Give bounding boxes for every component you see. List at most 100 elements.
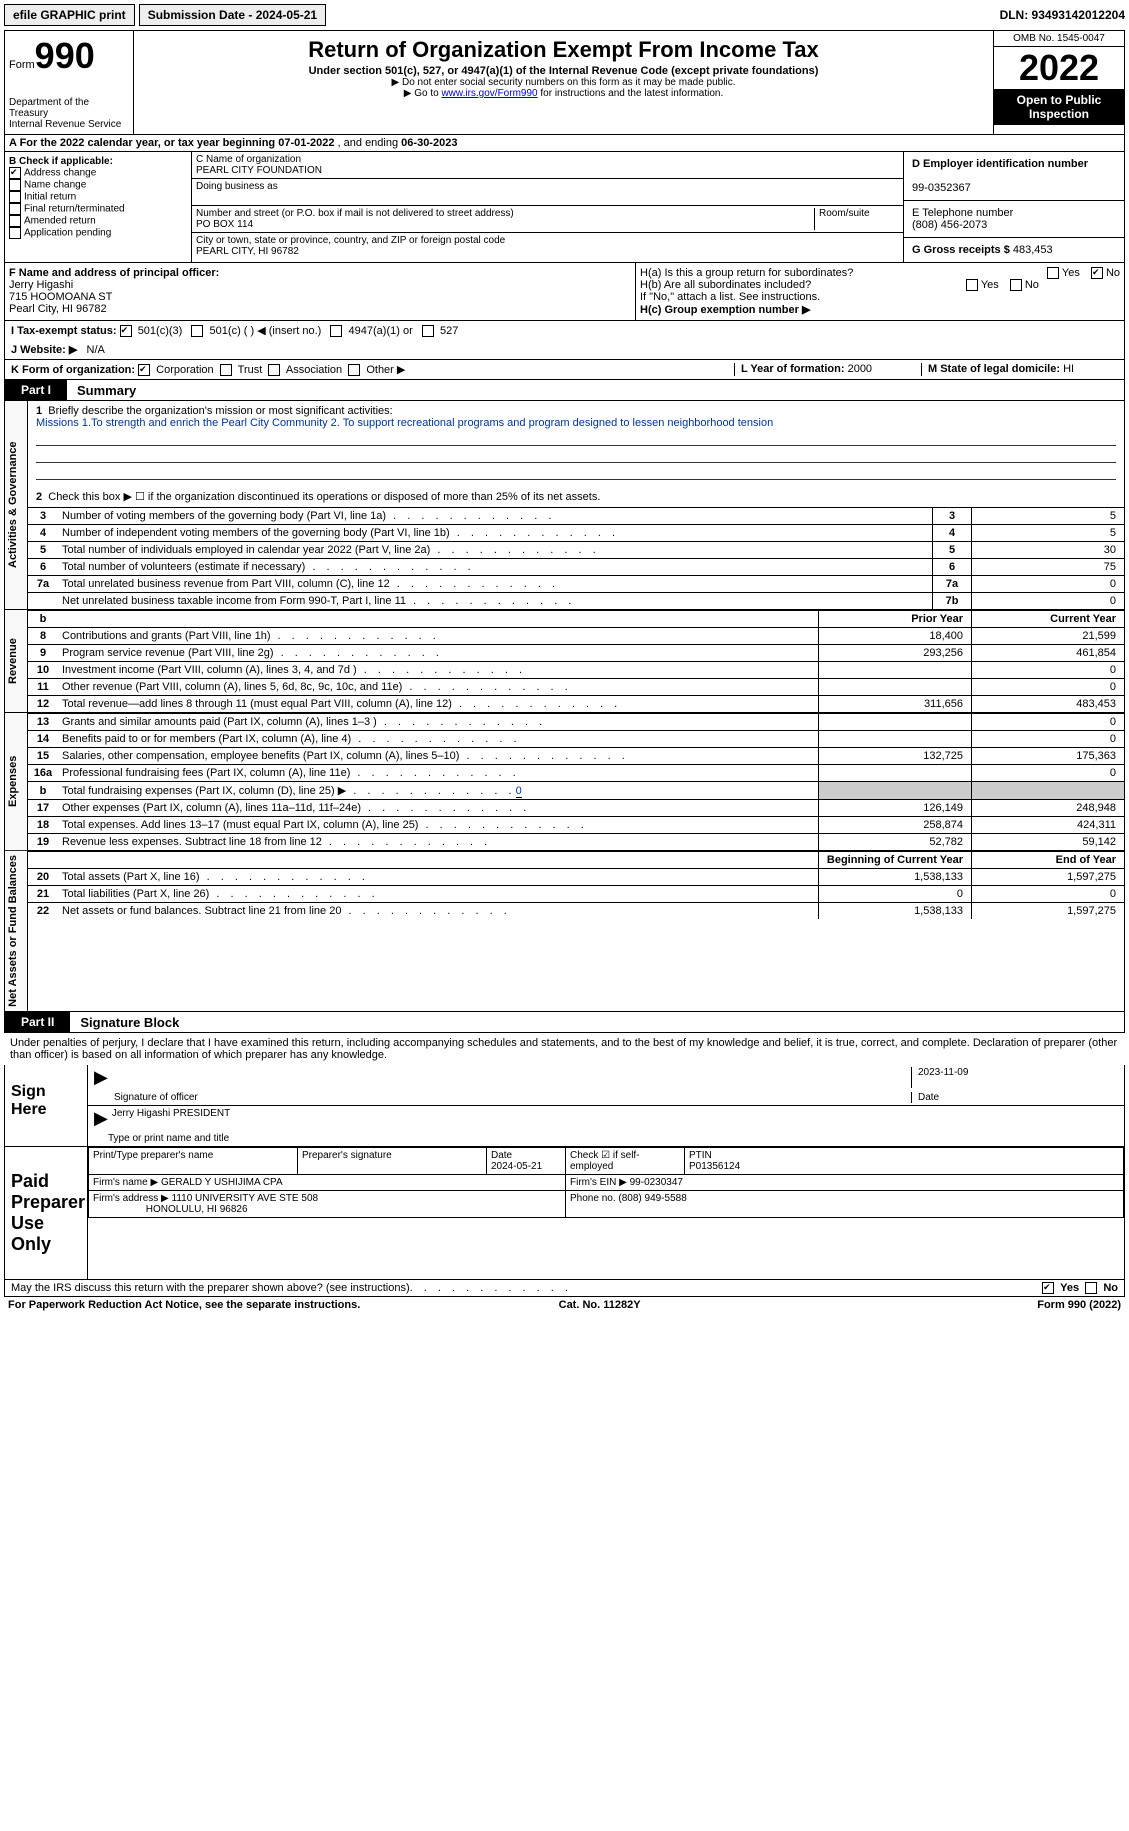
- phone: (808) 456-2073: [912, 219, 987, 231]
- checkbox-final-return[interactable]: [9, 203, 21, 215]
- form-label: Form: [9, 59, 35, 71]
- org-city: PEARL CITY, HI 96782: [196, 246, 299, 257]
- firm-addr1: 1110 UNIVERSITY AVE STE 508: [172, 1193, 319, 1204]
- header-note2: Go to www.irs.gov/Form990 for instructio…: [142, 88, 985, 99]
- discuss-row: May the IRS discuss this return with the…: [4, 1280, 1125, 1297]
- checkbox-pending[interactable]: [9, 227, 21, 239]
- form-header: Form990 Department of the Treasury Inter…: [4, 30, 1125, 135]
- sig-date: 2023-11-09: [911, 1067, 1118, 1088]
- table-row: 5Total number of individuals employed in…: [28, 542, 1124, 559]
- corp-check[interactable]: [138, 364, 150, 376]
- table-row: 7aTotal unrelated business revenue from …: [28, 576, 1124, 593]
- form-number: 990: [35, 35, 95, 76]
- sign-here-label: Sign Here: [5, 1065, 88, 1146]
- dept-line1: Department of the Treasury: [9, 97, 129, 119]
- 527-check[interactable]: [422, 325, 434, 337]
- table-row: 16aProfessional fundraising fees (Part I…: [28, 765, 1124, 782]
- mission-text: Missions 1.To strength and enrich the Pe…: [36, 417, 773, 429]
- sig-name: Jerry Higashi PRESIDENT: [112, 1108, 230, 1129]
- tax-year: 2022: [994, 47, 1124, 89]
- irs-link[interactable]: www.irs.gov/Form990: [441, 88, 537, 99]
- table-row: 18Total expenses. Add lines 13–17 (must …: [28, 817, 1124, 834]
- table-row: 14Benefits paid to or for members (Part …: [28, 731, 1124, 748]
- netassets-section: Net Assets or Fund Balances Beginning of…: [4, 851, 1125, 1012]
- self-employed-check: Check ☑ if self-employed: [566, 1148, 685, 1175]
- table-row: 13Grants and similar amounts paid (Part …: [28, 714, 1124, 731]
- table-row: 22Net assets or fund balances. Subtract …: [28, 903, 1124, 920]
- section-i: I Tax-exempt status: 501(c)(3) 501(c) ( …: [4, 321, 1125, 340]
- firm-phone: (808) 949-5588: [618, 1193, 686, 1204]
- section-fh: F Name and address of principal officer:…: [4, 263, 1125, 321]
- form-footer: Form 990 (2022): [1037, 1299, 1121, 1311]
- vlabel-netassets: Net Assets or Fund Balances: [5, 851, 28, 1011]
- section-b: B Check if applicable: Address change Na…: [5, 152, 192, 262]
- form-subtitle: Under section 501(c), 527, or 4947(a)(1)…: [142, 65, 985, 77]
- dln: DLN: 93493142012204: [1000, 8, 1125, 22]
- ha-no[interactable]: [1091, 267, 1103, 279]
- table-row: 6Total number of volunteers (estimate if…: [28, 559, 1124, 576]
- omb-number: OMB No. 1545-0047: [994, 31, 1124, 47]
- trust-check[interactable]: [220, 364, 232, 376]
- arrow-icon: ▶: [94, 1108, 108, 1129]
- firm-ein: 99-0230347: [630, 1177, 683, 1188]
- table-row: 4Number of independent voting members of…: [28, 525, 1124, 542]
- footer: For Paperwork Reduction Act Notice, see …: [4, 1297, 1125, 1313]
- section-d: D Employer identification number99-03523…: [904, 152, 1124, 262]
- dept-line2: Internal Revenue Service: [9, 119, 129, 130]
- section-a: A For the 2022 calendar year, or tax yea…: [4, 135, 1125, 152]
- table-row: 3Number of voting members of the governi…: [28, 508, 1124, 525]
- table-row: Net unrelated business taxable income fr…: [28, 593, 1124, 610]
- table-row: 19Revenue less expenses. Subtract line 1…: [28, 834, 1124, 851]
- hb-yes[interactable]: [966, 279, 978, 291]
- 501c3-check[interactable]: [120, 325, 132, 337]
- submission-date: Submission Date - 2024-05-21: [139, 4, 326, 26]
- vlabel-expenses: Expenses: [5, 713, 28, 850]
- table-row: 17Other expenses (Part IX, column (A), l…: [28, 800, 1124, 817]
- part2-header: Part II Signature Block: [4, 1012, 1125, 1033]
- table-row: 21Total liabilities (Part X, line 26)00: [28, 886, 1124, 903]
- assoc-check[interactable]: [268, 364, 280, 376]
- table-row: 9Program service revenue (Part VIII, lin…: [28, 645, 1124, 662]
- state-domicile: HI: [1063, 363, 1074, 375]
- officer-name: Jerry Higashi: [9, 279, 73, 291]
- top-bar: efile GRAPHIC print Submission Date - 20…: [4, 4, 1125, 26]
- year-formation: 2000: [848, 363, 872, 375]
- other-check[interactable]: [348, 364, 360, 376]
- section-j: J Website: ▶ N/A: [4, 340, 1125, 360]
- 501c-check[interactable]: [191, 325, 203, 337]
- discuss-yes[interactable]: [1042, 1282, 1054, 1294]
- 4947-check[interactable]: [330, 325, 342, 337]
- discuss-no[interactable]: [1085, 1282, 1097, 1294]
- checkbox-amended[interactable]: [9, 215, 21, 227]
- table-row: 10Investment income (Part VIII, column (…: [28, 662, 1124, 679]
- table-row: 15Salaries, other compensation, employee…: [28, 748, 1124, 765]
- paid-preparer-label: Paid Preparer Use Only: [5, 1147, 88, 1279]
- checkbox-address-change[interactable]: [9, 167, 21, 179]
- section-c: C Name of organizationPEARL CITY FOUNDAT…: [192, 152, 904, 262]
- ha-yes[interactable]: [1047, 267, 1059, 279]
- checkbox-initial-return[interactable]: [9, 191, 21, 203]
- efile-button[interactable]: efile GRAPHIC print: [4, 4, 135, 26]
- ptin: P01356124: [689, 1161, 740, 1172]
- table-row: 12Total revenue—add lines 8 through 11 (…: [28, 696, 1124, 713]
- section-klm: K Form of organization: Corporation Trus…: [4, 360, 1125, 380]
- arrow-icon: ▶: [94, 1067, 108, 1088]
- checkbox-name-change[interactable]: [9, 179, 21, 191]
- paid-preparer-block: Paid Preparer Use Only Print/Type prepar…: [4, 1147, 1125, 1280]
- vlabel-revenue: Revenue: [5, 610, 28, 712]
- firm-name: GERALD Y USHIJIMA CPA: [161, 1177, 283, 1188]
- part1-header: Part I Summary: [4, 380, 1125, 401]
- governance-section: Activities & Governance 1 Briefly descri…: [4, 401, 1125, 610]
- org-address: PO BOX 114: [196, 219, 253, 230]
- table-row: 8Contributions and grants (Part VIII, li…: [28, 628, 1124, 645]
- table-row: bTotal fundraising expenses (Part IX, co…: [28, 782, 1124, 800]
- cat-no: Cat. No. 11282Y: [559, 1299, 641, 1311]
- open-public-label: Open to Public Inspection: [994, 89, 1124, 125]
- section-bcd: B Check if applicable: Address change Na…: [4, 152, 1125, 263]
- expenses-section: Expenses 13Grants and similar amounts pa…: [4, 713, 1125, 851]
- vlabel-governance: Activities & Governance: [5, 401, 28, 609]
- revenue-section: Revenue bPrior YearCurrent Year 8Contrib…: [4, 610, 1125, 713]
- table-row: 20Total assets (Part X, line 16)1,538,13…: [28, 869, 1124, 886]
- hb-no[interactable]: [1010, 279, 1022, 291]
- sign-here-block: Sign Here ▶ 2023-11-09 Signature of offi…: [4, 1065, 1125, 1147]
